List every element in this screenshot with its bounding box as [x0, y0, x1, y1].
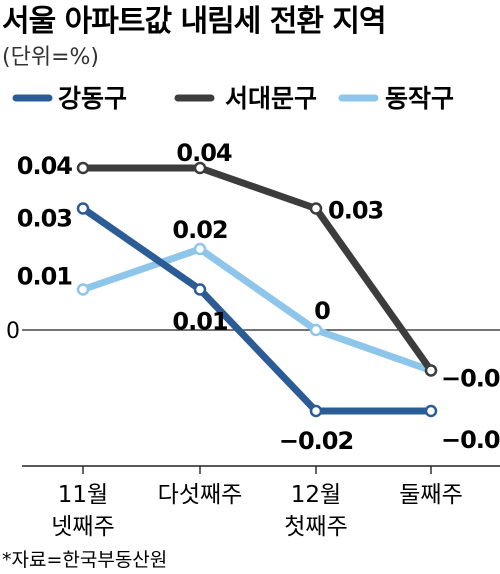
x-tick-label: 둘째주	[399, 482, 462, 508]
legend-label: 서대문구	[225, 84, 317, 113]
chart-unit: (단위=%)	[2, 45, 99, 70]
chart-title: 서울 아파트값 내림세 전환 지역	[2, 4, 386, 39]
y-tick-label: 0	[6, 319, 20, 344]
data-point	[76, 202, 90, 215]
legend-label: 강동구	[58, 84, 127, 113]
data-point	[309, 404, 323, 418]
legend: 강동구 서대문구 동작구	[12, 84, 454, 113]
data-label: 0.01	[172, 308, 228, 336]
data-label: 0	[314, 297, 330, 325]
data-label: 0.03	[328, 197, 383, 225]
series-lines	[79, 164, 435, 415]
data-labels: 0.03 0.01 −0.02 −0.02 0.04 0.04 0.03 −0.01 0.01 0…	[17, 139, 500, 455]
data-label: 0.01	[17, 263, 73, 291]
data-label: 0.04	[176, 139, 232, 167]
series-line	[79, 205, 435, 415]
data-point	[193, 283, 207, 296]
series-line	[79, 245, 435, 374]
data-label: −0.02	[279, 427, 353, 455]
data-point	[309, 323, 323, 337]
data-label: 0.03	[17, 205, 72, 233]
data-label: −0.01	[441, 365, 500, 393]
data-point	[309, 202, 323, 215]
series-points	[76, 161, 438, 418]
x-tick-label: 11월	[58, 482, 108, 508]
data-label: 0.02	[172, 216, 227, 244]
data-point	[193, 161, 207, 175]
x-tick-label: 첫째주	[284, 514, 347, 540]
data-point	[424, 364, 438, 377]
data-point	[76, 161, 90, 175]
source-note: *자료=한국부동산원	[2, 549, 167, 571]
data-label: −0.02	[441, 426, 500, 454]
x-tick-label: 12월	[291, 482, 341, 508]
x-tick-label: 다섯째주	[158, 482, 243, 508]
x-tick-label: 넷째주	[51, 514, 114, 540]
data-point	[424, 404, 438, 418]
legend-label: 동작구	[385, 84, 454, 113]
data-label: 0.04	[17, 152, 73, 180]
data-point	[76, 283, 90, 296]
series-line	[79, 164, 435, 374]
data-point	[193, 242, 207, 256]
